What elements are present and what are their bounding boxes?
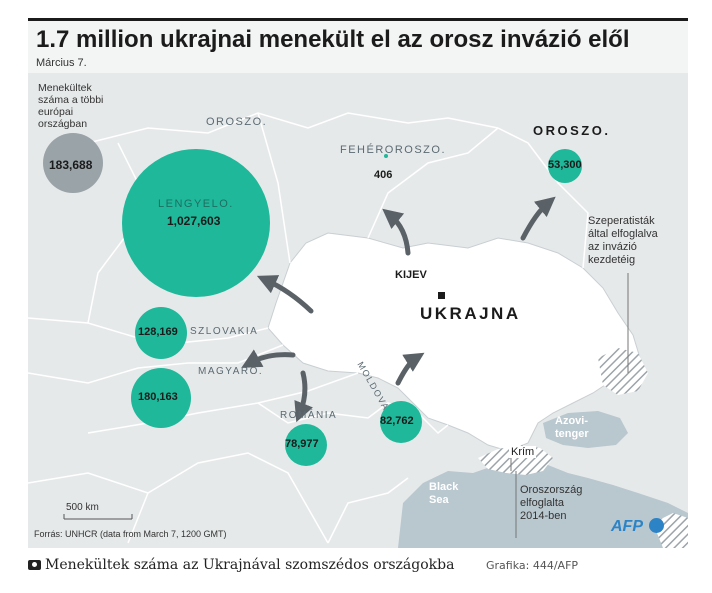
black-sea — [398, 458, 688, 548]
legend-line: Menekültek — [38, 82, 92, 94]
chart-title: 1.7 million ukrajnai menekült el az oros… — [36, 26, 630, 53]
value-belarus: 406 — [374, 169, 393, 181]
country-label-poland: LENGYELO. — [158, 198, 234, 210]
azov-line: Azovi- — [555, 415, 588, 427]
afp-logo-text: AFP — [611, 518, 643, 535]
bubble-poland — [122, 149, 270, 297]
country-label-ukraine: UKRAJNA — [420, 304, 521, 323]
value-moldova: 82,762 — [380, 415, 414, 427]
separatist-note-line: Szeperatisták — [588, 215, 655, 227]
scale-label: 500 km — [66, 502, 99, 513]
refugee-map — [28, 73, 688, 548]
top-rule — [28, 18, 688, 21]
figure-caption: Menekültek száma az Ukrajnával szomszédo… — [28, 557, 454, 573]
infographic: 1.7 million ukrajnai menekült el az oros… — [28, 18, 688, 548]
legend-caption: Menekültek száma a többi európai országb… — [38, 82, 103, 130]
afp-logo: AFP — [611, 518, 664, 536]
azov-sea — [543, 411, 628, 448]
refugee-arrows — [241, 196, 556, 423]
country-label-russia-nw: OROSZO. — [206, 116, 268, 128]
country-borders — [28, 112, 589, 544]
bubble-romania — [285, 424, 327, 466]
country-label-belarus: FEHÉROROSZO. — [340, 144, 447, 156]
bubble-slovakia — [135, 307, 187, 359]
country-label-russia: OROSZO. — [533, 123, 611, 138]
separatist-hatched — [598, 348, 648, 395]
country-label-slovakia: SZLOVAKIA — [190, 326, 259, 337]
capital-marker — [438, 292, 445, 299]
scale-bar — [63, 514, 133, 520]
bubble-hungary — [131, 368, 191, 428]
azov-sea-label: Azovi- tenger — [555, 415, 589, 441]
legend-line: száma a többi — [38, 94, 104, 106]
country-label-romania: ROMÁNIA — [280, 410, 338, 421]
crimea-note-line: Oroszország — [520, 484, 583, 496]
camera-icon — [28, 560, 41, 570]
value-poland: 1,027,603 — [167, 214, 221, 228]
legend-value: 183,688 — [49, 158, 93, 172]
country-label-hungary: MAGYARO. — [198, 366, 264, 377]
black-sea-line: Black — [429, 481, 459, 493]
value-slovakia: 128,169 — [138, 326, 178, 338]
caption-text: Menekültek száma az Ukrajnával szomszédo… — [45, 557, 455, 573]
crimea-note-line: 2014-ben — [520, 510, 567, 522]
value-russia: 53,300 — [548, 159, 582, 171]
value-hungary: 180,163 — [138, 391, 178, 403]
afp-dot-icon — [648, 518, 664, 533]
value-romania: 78,977 — [285, 438, 319, 450]
bubble-russia — [548, 149, 582, 183]
date-label: Március 7. — [36, 57, 87, 69]
azov-line: tenger — [555, 428, 589, 440]
bubble-belarus — [384, 154, 388, 158]
black-sea-line: Sea — [429, 494, 449, 506]
crimea-label: Krím — [509, 446, 537, 458]
legend-line: országban — [38, 118, 88, 130]
source-note: Forrás: UNHCR (data from March 7, 1200 G… — [34, 529, 227, 539]
legend-line: európai — [38, 106, 74, 118]
separatist-note-line: az invázió — [588, 241, 637, 253]
black-sea-label: Black Sea — [429, 481, 458, 507]
bubble-moldova — [380, 401, 422, 443]
capital-label: KIJEV — [395, 269, 427, 281]
separatist-note-line: által elfoglalva — [588, 228, 658, 240]
crimea-note-line: elfoglalta — [520, 497, 565, 509]
ukraine-territory — [267, 232, 641, 452]
image-credit: Grafika: 444/AFP — [486, 559, 579, 572]
separatist-note-line: kezdetéig — [588, 254, 636, 266]
separatist-note: Szeperatisták által elfoglalva az invázi… — [588, 215, 658, 267]
crimea-note: Oroszország elfoglalta 2014-ben — [520, 484, 582, 523]
legend-bubble — [43, 133, 103, 193]
